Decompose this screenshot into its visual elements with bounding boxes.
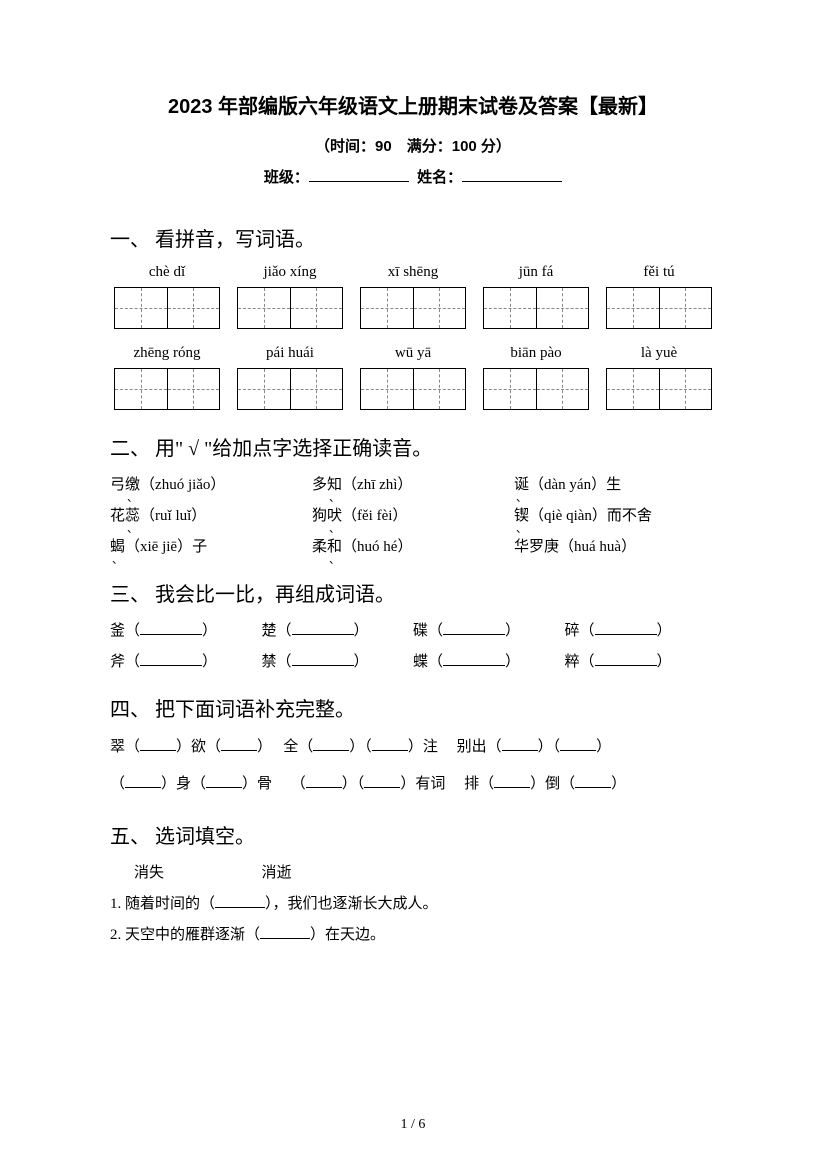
q5-option-1: 消失 [134,865,164,881]
q3-item: 楚（） [262,619,414,640]
fill-blank[interactable] [215,896,265,908]
name-blank[interactable] [462,168,562,182]
q3-item: 斧（） [110,650,262,671]
char-box[interactable] [483,368,589,410]
document-title: 2023 年部编版六年级语文上册期末试卷及答案【最新】 [110,90,716,119]
q1-pinyin-row-2: zhēng róng pái huái wū yā biān pào là yu… [110,345,716,362]
pinyin-label: jūn fá [483,264,589,281]
q2-item: 蝎（xiē jiē）子 [110,535,312,556]
fill-blank[interactable] [221,739,257,751]
q1-heading: 一、 看拼音，写词语。 [110,223,716,252]
fill-blank[interactable] [292,654,354,666]
q1-boxes-row-2 [110,368,716,410]
fill-blank[interactable] [372,739,408,751]
page-number: 1 / 6 [0,1117,826,1133]
pinyin-label: zhēng róng [114,345,220,362]
q3-item: 禁（） [262,650,414,671]
q4-heading: 四、 把下面词语补充完整。 [110,693,716,722]
q2-item: 诞（dàn yán）生 [514,473,716,494]
char-box[interactable] [483,287,589,329]
q3-item: 釜（） [110,619,262,640]
q4-line-2: （）身（）骨 （）（）有词 排（）倒（） [110,771,716,798]
pinyin-label: jiǎo xíng [237,264,343,281]
pinyin-label: xī shēng [360,264,466,281]
q5-line-1: 1. 随着时间的（），我们也逐渐长大成人。 [110,892,716,913]
fill-blank[interactable] [595,654,657,666]
fill-blank[interactable] [502,739,538,751]
q2-grid: 弓缴（zhuó jiǎo） 多知（zhī zhì） 诞（dàn yán）生 花蕊… [110,473,716,556]
q3-grid: 釜（） 楚（） 碟（） 碎（） 斧（） 禁（） 蝶（） 粹（） [110,619,716,671]
q5-line-2: 2. 天空中的雁群逐渐（）在天边。 [110,923,716,944]
fill-blank[interactable] [575,776,611,788]
fill-blank[interactable] [140,623,202,635]
q2-heading: 二、 用" √ "给加点字选择正确读音。 [110,432,716,461]
char-box[interactable] [237,287,343,329]
document-subtitle: （时间：90 满分：100 分） [110,135,716,156]
fill-blank[interactable] [443,654,505,666]
fill-blank[interactable] [306,776,342,788]
pinyin-label: fěi tú [606,264,712,281]
class-label: 班级： [264,169,309,186]
char-box[interactable] [114,287,220,329]
q3-heading: 三、 我会比一比，再组成词语。 [110,578,716,607]
q1-boxes-row-1 [110,287,716,329]
q3-item: 粹（） [565,650,717,671]
fill-blank[interactable] [595,623,657,635]
fill-blank[interactable] [140,739,176,751]
q1-pinyin-row-1: chè dǐ jiǎo xíng xī shēng jūn fá fěi tú [110,264,716,281]
q2-item: 锲（qiè qiàn）而不舍 [514,504,716,525]
q3-item: 碎（） [565,619,717,640]
fill-blank[interactable] [260,927,310,939]
fill-blank[interactable] [125,776,161,788]
char-box[interactable] [606,287,712,329]
pinyin-label: wū yā [360,345,466,362]
q2-item: 华罗庚（huá huà） [514,535,716,556]
fill-blank[interactable] [364,776,400,788]
fill-blank[interactable] [443,623,505,635]
q3-item: 碟（） [413,619,565,640]
fill-blank[interactable] [140,654,202,666]
fill-blank[interactable] [206,776,242,788]
q2-item: 花蕊（ruǐ luǐ） [110,504,312,525]
q2-item: 多知（zhī zhì） [312,473,514,494]
class-blank[interactable] [309,168,409,182]
q5-heading: 五、 选词填空。 [110,820,716,849]
fill-blank[interactable] [560,739,596,751]
name-label: 姓名： [417,169,462,186]
q5-option-2: 消逝 [262,865,292,881]
pinyin-label: là yuè [606,345,712,362]
q2-item: 柔和（huó hé） [312,535,514,556]
q3-item: 蝶（） [413,650,565,671]
q2-item: 弓缴（zhuó jiǎo） [110,473,312,494]
fill-blank[interactable] [313,739,349,751]
pinyin-label: chè dǐ [114,264,220,281]
fill-blank[interactable] [494,776,530,788]
char-box[interactable] [360,368,466,410]
char-box[interactable] [360,287,466,329]
fill-blank[interactable] [292,623,354,635]
pinyin-label: biān pào [483,345,589,362]
char-box[interactable] [606,368,712,410]
q2-item: 狗吠（fěi fèi） [312,504,514,525]
student-info-line: 班级： 姓名： [110,166,716,187]
pinyin-label: pái huái [237,345,343,362]
char-box[interactable] [237,368,343,410]
q5-options: 消失 消逝 [134,861,716,882]
char-box[interactable] [114,368,220,410]
q4-line-1: 翠（）欲（） 全（）（）注 别出（）（） [110,734,716,761]
